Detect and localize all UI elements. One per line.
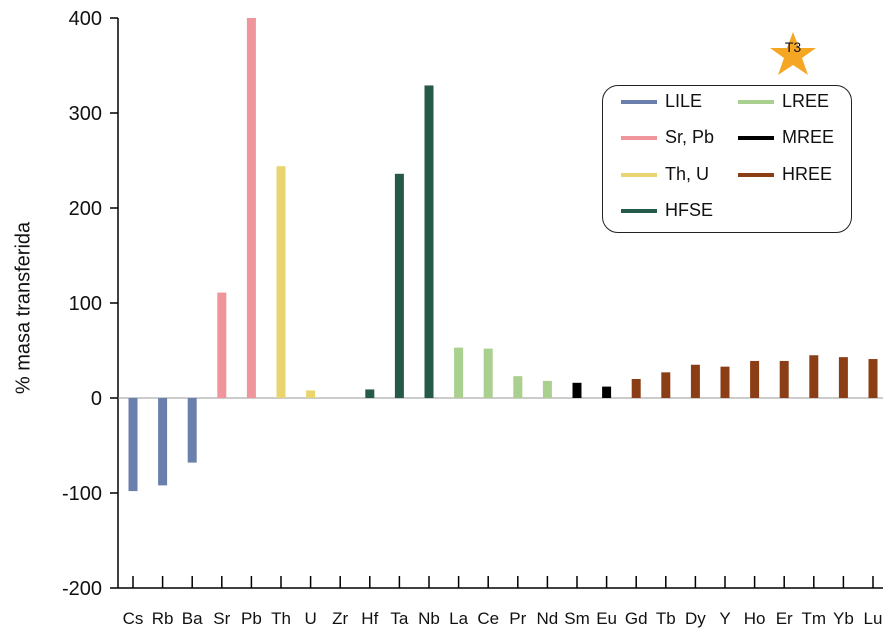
x-tick-label: Yb [833,609,854,628]
bar-tm [809,355,819,398]
x-tick-label: Sm [564,609,590,628]
x-tick-label: Tm [802,609,827,628]
legend-label: Sr, Pb [665,127,715,147]
legend-swatch [738,99,774,104]
legend-item-lile: LILE [621,91,702,112]
x-tick-label: Lu [864,609,883,628]
legend-swatch [621,172,657,177]
y-tick-label: 0 [91,388,102,410]
bar-cs [128,398,138,492]
y-tick-label: 100 [69,293,102,315]
legend-swatch [621,99,657,104]
star-icon [770,32,816,75]
x-tick-label: Ho [744,609,766,628]
bar-y [720,366,730,398]
legend-label: HREE [782,164,833,184]
legend-label: LREE [782,91,830,111]
x-tick-label: Hf [361,609,378,628]
bar-lu [868,359,878,398]
bar-eu [602,386,612,398]
legend-swatch [621,135,657,140]
x-tick-label: Zr [332,609,348,628]
legend-item-hfse: HFSE [621,200,713,221]
x-tick-label: Dy [685,609,706,628]
bar-nd [542,380,552,398]
legend-item-sr-pb: Sr, Pb [621,127,714,148]
x-tick-label: Gd [625,609,648,628]
bar-nb [424,85,434,398]
bar-ta [394,173,404,398]
legend-swatch [738,135,774,140]
bar-ce [483,348,493,398]
bar-th [276,166,286,398]
x-tick-label: Th [271,609,291,628]
bar-ho [750,360,760,398]
legend-item-mree: MREE [738,127,834,148]
x-tick-label: Er [776,609,793,628]
x-tick-label: U [304,609,316,628]
legend-label: HFSE [665,200,714,220]
legend-label: LILE [665,91,703,111]
x-tick-label: Nd [537,609,559,628]
bar-gd [631,379,641,398]
x-tick-label: Ce [477,609,499,628]
legend-swatch [621,208,657,213]
legend-item-th-u: Th, U [621,164,709,185]
x-tick-label: Rb [152,609,174,628]
legend-label: MREE [782,127,835,147]
x-tick-label: Sr [213,609,230,628]
bar-sm [572,382,582,398]
bar-sr [217,292,227,398]
bar-hf [365,389,375,398]
badge-label: T3 [784,39,802,55]
legend-item-hree: HREE [738,164,832,185]
x-tick-label: Y [719,609,730,628]
legend-swatch [738,172,774,177]
y-tick-label: 400 [69,8,102,30]
bar-dy [690,364,700,398]
y-tick-label: 300 [69,103,102,125]
bar-la [454,347,464,398]
x-tick-label: Cs [123,609,144,628]
y-tick-label: -100 [62,483,102,505]
y-tick-label: 200 [69,198,102,220]
x-tick-label: Pb [241,609,262,628]
bar-rb [158,398,168,486]
legend-label: Th, U [665,164,710,184]
x-tick-label: Pr [509,609,526,628]
legend: LILE LREE Sr, Pb MREE Th, U HREE HFSE [602,85,852,233]
bar-u [306,390,316,398]
x-tick-label: Eu [596,609,617,628]
bar-pr [513,376,523,398]
legend-item-lree: LREE [738,91,829,112]
y-tick-label: -200 [62,578,102,600]
bar-pb [246,18,256,398]
x-tick-label: Ba [182,609,203,628]
bar-yb [838,357,848,398]
x-tick-label: Ta [390,609,409,628]
x-tick-label: La [449,609,468,628]
y-axis-label: % masa transferida [12,221,35,395]
x-tick-label: Tb [656,609,676,628]
bar-tb [661,372,671,398]
bar-er [779,360,789,398]
bar-ba [187,398,197,463]
x-tick-label: Nb [418,609,440,628]
